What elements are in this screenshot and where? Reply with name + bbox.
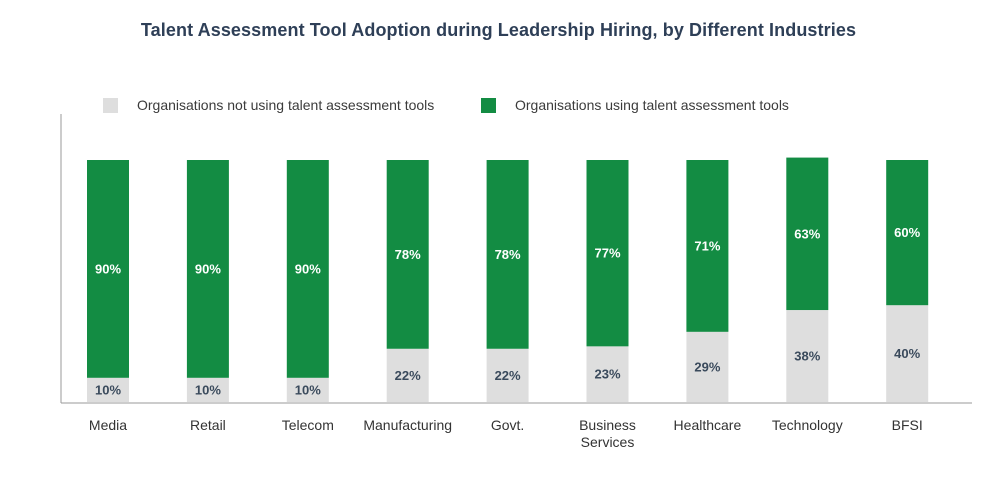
data-label-using-healthcare: 71%	[694, 238, 720, 253]
legend-swatch-not-using	[103, 97, 118, 113]
bar-not-using-media	[87, 377, 129, 402]
data-label-not-using-retail: 10%	[195, 382, 221, 397]
bar-not-using-telecom	[286, 377, 329, 402]
bar-not-using-retail	[186, 377, 229, 402]
data-label-not-using-healthcare: 29%	[694, 359, 720, 374]
bar-using-telecom	[286, 160, 329, 378]
data-label-not-using-bfsi: 40%	[894, 346, 920, 361]
x-tick-label-business-services: Business Services	[579, 417, 636, 450]
legend-swatch-using	[481, 97, 496, 113]
bar-not-using-healthcare	[686, 331, 729, 402]
chart-title: Talent Assessment Tool Adoption during L…	[140, 20, 857, 40]
bar-using-manufacturing	[386, 160, 429, 349]
x-tick-label-bfsi: BFSI	[892, 417, 923, 433]
data-label-using-technology: 63%	[794, 226, 820, 241]
data-label-using-business-services: 77%	[594, 246, 620, 261]
bar-not-using-govt-	[486, 348, 529, 402]
x-tick-label-healthcare: Healthcare	[674, 417, 742, 433]
bar-using-media	[87, 160, 129, 378]
bar-using-govt-	[486, 160, 529, 349]
bar-using-bfsi	[886, 160, 929, 306]
legend-label-using: Organisations using talent assessment to…	[515, 97, 789, 113]
data-label-not-using-govt-: 22%	[495, 368, 521, 383]
x-tick-label-govt-: Govt.	[491, 417, 524, 433]
bar-not-using-bfsi	[886, 305, 929, 402]
data-label-not-using-business-services: 23%	[594, 367, 620, 382]
data-label-not-using-media: 10%	[95, 382, 121, 397]
data-label-using-govt-: 78%	[495, 247, 521, 262]
bar-using-business-services	[586, 160, 629, 347]
legend: Organisations not using talent assessmen…	[0, 96, 997, 116]
data-label-using-manufacturing: 78%	[395, 247, 421, 262]
x-tick-label-retail: Retail	[190, 417, 226, 433]
data-label-using-media: 90%	[95, 261, 121, 276]
bar-not-using-technology	[786, 310, 829, 402]
legend-label-not-using: Organisations not using talent assessmen…	[137, 97, 435, 113]
legend-item-using: Organisations using talent assessment to…	[481, 96, 789, 114]
bar-using-retail	[186, 160, 229, 378]
bar-not-using-business-services	[586, 346, 629, 402]
legend-item-not-using: Organisations not using talent assessmen…	[103, 96, 434, 114]
x-tick-label-technology: Technology	[772, 417, 843, 433]
x-tick-label-manufacturing: Manufacturing	[363, 417, 452, 433]
data-label-using-bfsi: 60%	[894, 225, 920, 240]
x-tick-label-telecom: Telecom	[282, 417, 334, 433]
data-label-using-retail: 90%	[195, 261, 221, 276]
data-label-using-telecom: 90%	[295, 261, 321, 276]
x-tick-label-media: Media	[89, 417, 127, 433]
data-label-not-using-technology: 38%	[794, 349, 820, 364]
data-label-not-using-manufacturing: 22%	[395, 368, 421, 383]
data-label-not-using-telecom: 10%	[295, 382, 321, 397]
bar-not-using-manufacturing	[386, 348, 429, 402]
bar-using-healthcare	[686, 160, 729, 332]
bar-using-technology	[786, 157, 829, 311]
